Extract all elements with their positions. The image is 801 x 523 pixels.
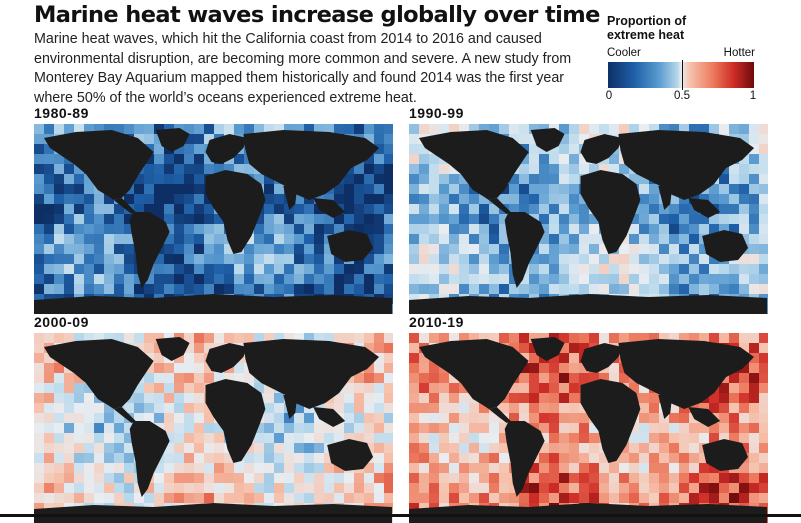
color-legend: Proportion of extreme heat Cooler Hotter…: [606, 14, 766, 104]
page-title: Marine heat waves increase globally over…: [34, 2, 600, 28]
india-shape: [658, 186, 673, 210]
legend-tick-0: 0: [605, 90, 613, 102]
greenland-shape: [530, 337, 565, 361]
asia-shape: [618, 130, 755, 200]
panel-label-1990s: 1990-99: [409, 105, 464, 121]
australia-shape: [327, 230, 374, 262]
north-america-shape: [43, 339, 154, 409]
india-shape: [283, 395, 298, 419]
europe-shape: [580, 343, 623, 373]
central-america-shape: [488, 198, 511, 214]
south-america-shape: [504, 212, 545, 288]
panel-label-2010s: 2010-19: [409, 314, 464, 330]
asia-shape: [243, 339, 380, 409]
greenland-shape: [155, 337, 190, 361]
map-svg: [34, 333, 393, 523]
southeast-asia-shape: [688, 407, 721, 427]
bottom-rule: [0, 514, 801, 517]
legend-cool-label: Cooler: [607, 47, 641, 59]
greenland-shape: [155, 128, 190, 152]
africa-shape: [580, 379, 641, 463]
africa-shape: [205, 170, 266, 254]
africa-shape: [205, 379, 266, 463]
legend-midpoint-marker: [682, 60, 683, 90]
europe-shape: [580, 134, 623, 164]
southeast-asia-shape: [313, 407, 346, 427]
north-america-shape: [418, 130, 529, 200]
panel-label-1980s: 1980-89: [34, 105, 89, 121]
legend-color-ramp: [608, 62, 754, 88]
legend-tick-05: 0.5: [674, 90, 690, 102]
map-svg: [409, 333, 768, 523]
central-america-shape: [113, 198, 136, 214]
panel-label-2000s: 2000-09: [34, 314, 89, 330]
map-1990s: [409, 124, 768, 314]
map-svg: [34, 124, 393, 314]
australia-shape: [327, 439, 374, 471]
greenland-shape: [530, 128, 565, 152]
australia-shape: [702, 230, 749, 262]
intro-text: Marine heat waves, which hit the Califor…: [34, 31, 572, 106]
south-america-shape: [129, 212, 170, 288]
india-shape: [658, 395, 673, 419]
south-america-shape: [504, 421, 545, 497]
antarctica-shape: [34, 294, 393, 314]
south-america-shape: [129, 421, 170, 497]
india-shape: [283, 186, 298, 210]
north-america-shape: [43, 130, 154, 200]
asia-shape: [243, 130, 380, 200]
map-1980s: [34, 124, 393, 314]
europe-shape: [205, 134, 248, 164]
central-america-shape: [113, 407, 136, 423]
map-2010s: [409, 333, 768, 523]
africa-shape: [580, 170, 641, 254]
north-america-shape: [418, 339, 529, 409]
central-america-shape: [488, 407, 511, 423]
legend-hot-label: Hotter: [723, 47, 755, 59]
legend-title: Proportion of extreme heat: [607, 14, 687, 42]
legend-tick-1: 1: [749, 90, 757, 102]
antarctica-shape: [409, 294, 768, 314]
southeast-asia-shape: [313, 198, 346, 218]
map-2000s: [34, 333, 393, 523]
map-svg: [409, 124, 768, 314]
southeast-asia-shape: [688, 198, 721, 218]
asia-shape: [618, 339, 755, 409]
antarctica-shape: [409, 503, 768, 523]
antarctica-shape: [34, 503, 393, 523]
australia-shape: [702, 439, 749, 471]
europe-shape: [205, 343, 248, 373]
